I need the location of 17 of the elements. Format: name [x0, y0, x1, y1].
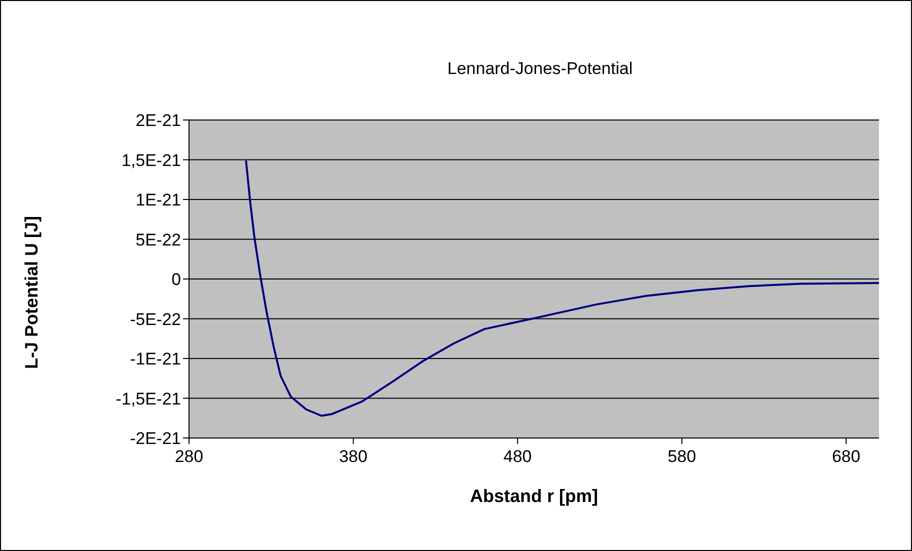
y-tick-label: -5E-22 — [130, 310, 181, 329]
y-axis-title: L-J Potential U [J] — [21, 216, 42, 369]
y-tick-label: -2E-21 — [130, 429, 181, 448]
x-tick-label: 580 — [668, 447, 696, 466]
x-tick-label: 380 — [339, 447, 368, 466]
y-tick-label: 0 — [172, 270, 181, 290]
y-tick-label: -1,5E-21 — [116, 389, 181, 408]
y-tick-label: 1E-21 — [136, 190, 181, 210]
x-tick-label: 680 — [832, 447, 860, 466]
chart-title: Lennard-Jones-Potential — [446, 59, 634, 79]
x-tick-label: 480 — [503, 447, 532, 466]
y-tick-label: -1E-21 — [130, 350, 181, 369]
y-tick-label: 5E-22 — [136, 230, 181, 250]
x-axis-title: Abstand r [pm] — [470, 486, 598, 506]
y-tick-label: 1,5E-21 — [121, 150, 181, 170]
y-tick-label: 2E-21 — [136, 111, 181, 130]
x-tick-label: 280 — [174, 447, 204, 466]
